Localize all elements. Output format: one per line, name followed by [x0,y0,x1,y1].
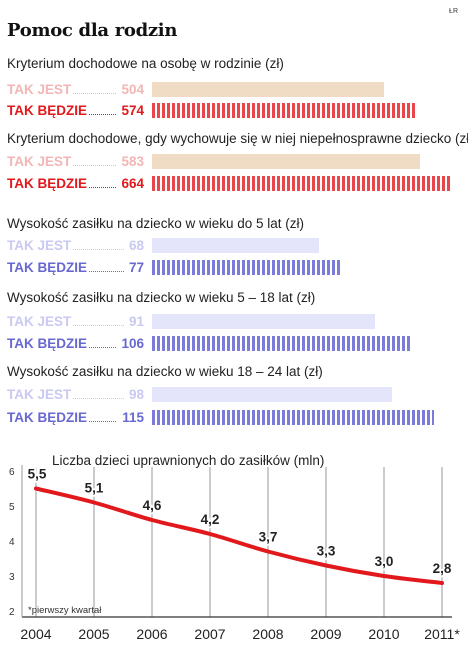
data-label: 4,2 [201,512,220,527]
row-label: TAK BĘDZIE [7,260,87,275]
line-chart: 2 3 4 5 6 2004 2005 2006 2007 2008 2009 2010 2011* Li… [9,453,460,642]
data-label: 5,5 [28,467,47,482]
section-title: Wysokość zasiłku na dziecko w wieku do 5… [7,216,304,231]
series-line [34,486,444,585]
row-label: TAK BĘDZIE [7,336,87,351]
x-tick-label: 2004 [20,626,51,642]
dotted-leader [89,421,116,422]
current-row: TAK JEST 98 [0,385,468,405]
current-row: TAK JEST 504 [0,80,468,100]
current-row: TAK JEST 583 [0,152,468,172]
row-value: 583 [121,154,144,169]
chart-title: Liczba dzieci uprawnionych do zasiłków (… [52,453,324,468]
x-tick-label: 2011* [424,626,460,642]
x-tick-label: 2005 [78,626,109,642]
value-bar [152,82,384,97]
planned-row: TAK BĘDZIE 115 [0,408,468,428]
x-tick-label: 2006 [136,626,167,642]
row-value: 115 [122,410,144,425]
data-label: 3,7 [259,530,278,545]
y-tick-label: 5 [9,502,15,513]
dotted-leader [89,271,124,272]
row-label: TAK JEST [7,314,72,329]
chart-footnote: *pierwszy kwartał [28,605,102,616]
y-tick-label: 2 [9,607,15,618]
data-label: 3,3 [317,544,336,559]
dotted-leader [89,187,116,188]
data-label: 5,1 [85,481,104,496]
x-tick-label: 2009 [310,626,341,642]
dotted-leader [89,347,116,348]
x-tick-label: 2008 [252,626,283,642]
value-bar [152,260,341,275]
row-value: 664 [121,176,144,191]
value-bar [152,410,434,425]
section-title: Wysokość zasiłku na dziecko w wieku 18 –… [7,364,323,379]
page-title: Pomoc dla rodzin [7,20,178,41]
y-tick-label: 6 [9,467,15,478]
planned-row: TAK BĘDZIE 664 [0,174,468,194]
dotted-leader [73,165,116,166]
value-bar [152,176,452,191]
current-row: TAK JEST 68 [0,236,468,256]
dotted-leader [73,93,116,94]
row-label: TAK JEST [7,82,72,97]
dotted-leader [73,249,124,250]
data-label: 4,6 [143,498,162,513]
y-tick-label: 4 [9,537,15,548]
row-value: 68 [128,238,144,253]
value-bar [152,336,412,351]
planned-row: TAK BĘDZIE 106 [0,334,468,354]
row-value: 98 [128,387,144,402]
data-label: 3,0 [375,554,394,569]
value-bar [152,238,319,253]
row-value: 574 [121,103,144,118]
row-label: TAK JEST [7,387,72,402]
row-label: TAK JEST [7,238,72,253]
row-value: 77 [128,260,144,275]
data-label: 2,8 [433,561,452,576]
row-label: TAK JEST [7,154,72,169]
author-credit: ŁR [449,8,458,15]
dotted-leader [89,114,116,115]
row-value: 504 [121,82,144,97]
value-bar [152,314,375,329]
planned-row: TAK BĘDZIE 77 [0,258,468,278]
current-row: TAK JEST 91 [0,312,468,332]
section-title: Kryterium dochodowe, gdy wychowuje się w… [7,131,468,146]
value-bar [152,154,421,169]
row-label: TAK BĘDZIE [7,410,87,425]
value-bar [152,103,417,118]
y-tick-label: 3 [9,572,15,583]
x-tick-label: 2007 [194,626,225,642]
planned-row: TAK BĘDZIE 574 [0,101,468,121]
dotted-leader [73,398,124,399]
row-value: 91 [128,314,144,329]
row-value: 106 [121,336,144,351]
row-label: TAK BĘDZIE [7,103,87,118]
section-title: Kryterium dochodowe na osobę w rodzinie … [7,56,284,71]
row-label: TAK BĘDZIE [7,176,87,191]
section-title: Wysokość zasiłku na dziecko w wieku 5 – … [7,290,316,305]
value-bar [152,387,393,402]
x-tick-label: 2010 [368,626,399,642]
dotted-leader [73,325,124,326]
